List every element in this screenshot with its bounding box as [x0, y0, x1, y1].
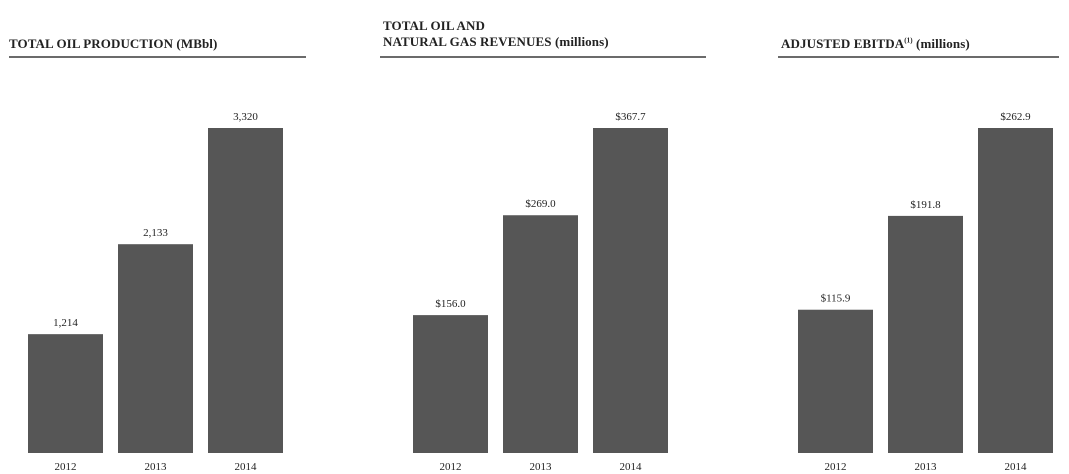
chart-title-oil-production: TOTAL OIL PRODUCTION (MBbl) — [9, 36, 218, 51]
x-tick-label-revenues-2012: 2012 — [440, 461, 462, 473]
bar-chart-oil-production: 1,214 2012 2,133 2013 3,320 2014 — [28, 111, 283, 473]
data-label-revenues-2012: $156.0 — [435, 298, 466, 310]
data-label-revenues-2014: $367.7 — [615, 111, 646, 123]
title-underline — [9, 56, 306, 58]
x-tick-label-adjusted-ebitda-2012: 2012 — [825, 461, 847, 473]
bar-oil-production-2012 — [28, 334, 103, 453]
chart-title-revenues: TOTAL OIL AND NATURAL GAS REVENUES (mill… — [383, 18, 609, 50]
x-tick-label-revenues-2014: 2014 — [620, 461, 643, 473]
chart-panel-adjusted-ebitda: ADJUSTED EBITDA(1) (millions) $115.9 2012… — [778, 0, 1069, 474]
chart-title-ebitda-main: ADJUSTED EBITDA — [781, 36, 905, 51]
bar-oil-production-2014 — [208, 128, 283, 453]
chart-title-revenues-line1: TOTAL OIL AND — [383, 18, 485, 33]
data-label-adjusted-ebitda-2014: $262.9 — [1000, 111, 1031, 123]
footnote-marker: (1) — [904, 36, 913, 45]
bar-revenues-2013 — [503, 215, 578, 453]
x-tick-label-oil-production-2013: 2013 — [145, 461, 168, 473]
data-label-revenues-2013: $269.0 — [525, 198, 556, 210]
data-label-oil-production-2012: 1,214 — [53, 317, 78, 329]
data-label-oil-production-2013: 2,133 — [143, 227, 168, 239]
bar-adjusted-ebitda-2012 — [798, 309, 873, 453]
data-label-oil-production-2014: 3,320 — [233, 111, 258, 123]
x-tick-label-adjusted-ebitda-2014: 2014 — [1005, 461, 1028, 473]
x-tick-label-adjusted-ebitda-2013: 2013 — [915, 461, 938, 473]
bar-chart-revenues: $156.0 2012 $269.0 2013 $367.7 2014 — [413, 111, 668, 473]
chart-title-ebitda-suffix: (millions) — [912, 36, 970, 51]
bar-oil-production-2013 — [118, 244, 193, 453]
data-label-adjusted-ebitda-2013: $191.8 — [910, 199, 941, 211]
bar-adjusted-ebitda-2014 — [978, 128, 1053, 453]
chart-title-revenues-line2: NATURAL GAS REVENUES (millions) — [383, 34, 609, 49]
chart-title-adjusted-ebitda: ADJUSTED EBITDA(1) (millions) — [781, 36, 970, 52]
bar-chart-adjusted-ebitda: $115.9 2012 $191.8 2013 $262.9 2014 — [798, 111, 1053, 473]
x-tick-label-oil-production-2014: 2014 — [235, 461, 258, 473]
chart-panel-revenues: TOTAL OIL AND NATURAL GAS REVENUES (mill… — [380, 0, 720, 474]
bar-adjusted-ebitda-2013 — [888, 215, 963, 453]
title-underline — [380, 56, 706, 58]
title-underline — [778, 56, 1059, 58]
data-label-adjusted-ebitda-2012: $115.9 — [821, 293, 851, 305]
x-tick-label-oil-production-2012: 2012 — [55, 461, 77, 473]
bar-revenues-2012 — [413, 315, 488, 453]
bar-revenues-2014 — [593, 128, 668, 453]
x-tick-label-revenues-2013: 2013 — [530, 461, 553, 473]
chart-panel-oil-production: TOTAL OIL PRODUCTION (MBbl) 1,214 2012 2,1… — [0, 0, 320, 474]
